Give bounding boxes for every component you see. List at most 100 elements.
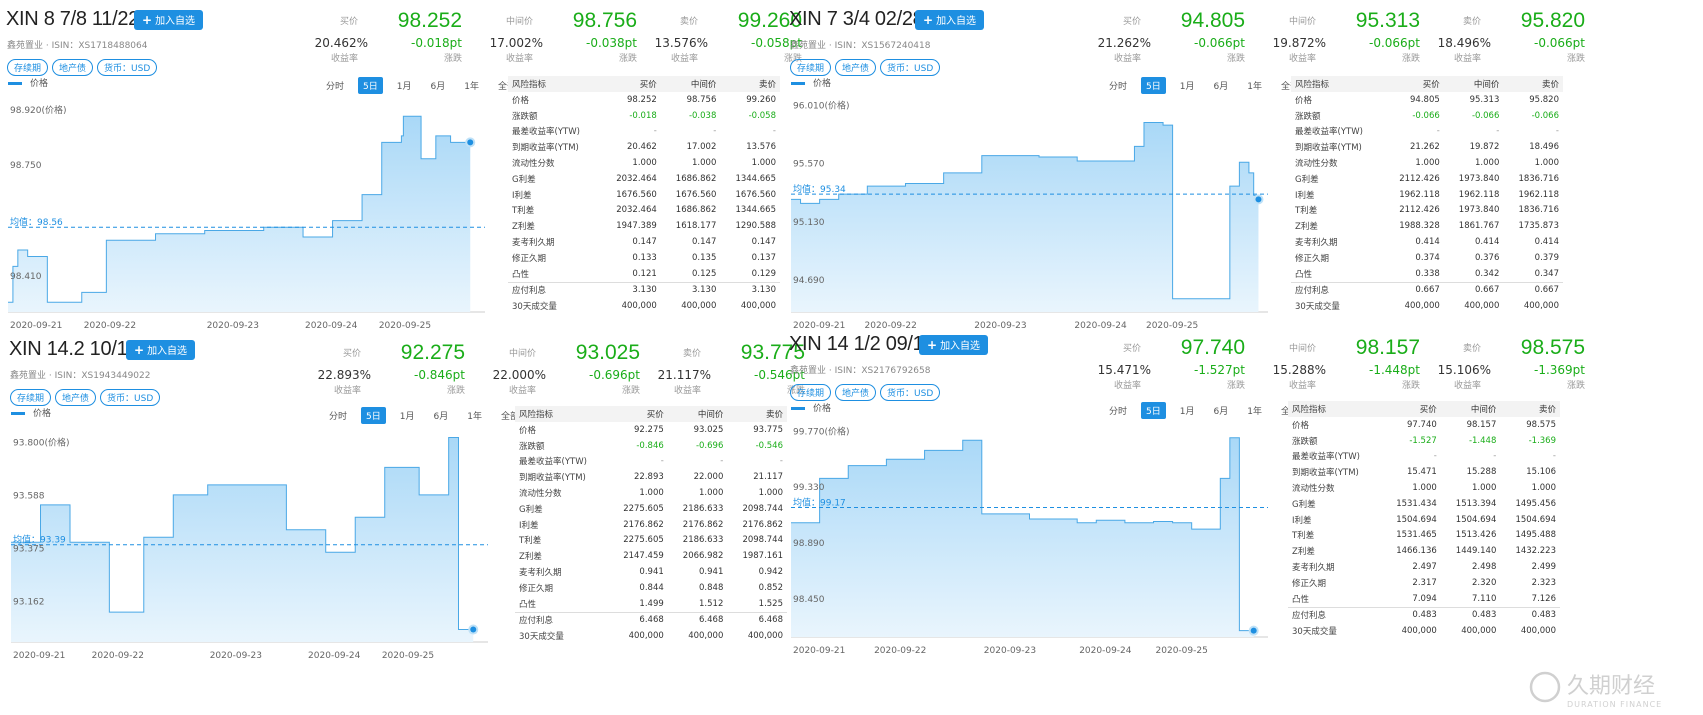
period-tab[interactable]: 1月 — [1179, 407, 1195, 417]
change-label: 涨跌 — [1401, 381, 1420, 391]
period-tab[interactable]: 全部 — [1280, 82, 1299, 92]
period-tab[interactable]: 分时 — [329, 412, 348, 422]
row-name: 到期收益率(YTM) — [1295, 143, 1362, 154]
row-name: I利差 — [512, 190, 532, 201]
add-to-watchlist-button[interactable]: + 加入自选 — [134, 10, 204, 30]
tag-list: 存续期 地产债 货币：USD — [7, 56, 161, 76]
table-header-cell: 卖价 — [1500, 401, 1560, 417]
price-area — [8, 116, 471, 312]
yield-label: 收益率 — [330, 54, 358, 64]
table-cell: - — [720, 456, 724, 467]
table-row: 麦考利久期 0.147 0.147 0.147 — [508, 234, 780, 250]
price-chart[interactable]: 均值：95.34 96.010(价格) 95.570 95.130 94.690 2020… — [789, 88, 1284, 334]
period-tab[interactable]: 6月 — [1213, 82, 1229, 92]
period-tab[interactable]: 分时 — [1109, 82, 1128, 92]
table-cell: 400,000 — [621, 301, 657, 312]
table-cell: 1987.161 — [742, 551, 783, 562]
period-tabs: 分时 5日 1月 6月 1年 全部 — [315, 404, 524, 424]
table-cell: 20.462 — [627, 142, 657, 153]
bond-panel: XIN 7 3/4 02/28/21 + 加入自选 鑫苑置业 · ISIN：XS156… — [783, 0, 1631, 352]
issuer-isin: 鑫苑置业 · ISIN：XS1943449022 — [10, 371, 151, 381]
row-name: 最差收益率(YTW) — [519, 457, 587, 468]
period-tab[interactable]: 6月 — [1213, 407, 1229, 417]
period-tab[interactable]: 1月 — [1179, 82, 1195, 92]
table-row: Z利差 2147.459 2066.982 1987.161 — [515, 548, 787, 564]
tag-badge[interactable]: 地产债 — [52, 59, 94, 76]
price-area — [791, 122, 1259, 313]
period-tab[interactable]: 6月 — [433, 412, 449, 422]
row-name: 30天成交量 — [1295, 302, 1340, 313]
table-row: 应付利息 3.130 3.130 3.130 — [508, 281, 780, 299]
period-tab[interactable]: 1月 — [399, 412, 415, 422]
y-tick-label: 93.588 — [13, 491, 45, 501]
table-cell: 1504.694 — [1455, 514, 1497, 525]
quote-change: -1.448pt — [1368, 363, 1420, 377]
risk-metrics-table: 风险指标 买价 中间价 卖价 价格 98.252 98.756 99.260 涨跌额 -0.018… — [508, 76, 780, 314]
tag-badge[interactable]: 存续期 — [790, 59, 832, 76]
quote-change: -0.038pt — [585, 36, 637, 50]
tag-badge[interactable]: 地产债 — [835, 59, 877, 76]
quote-mid: 中间价 98.756 17.002% -0.038pt 收益率 涨跌 — [475, 9, 645, 66]
quote-yield: 15.106% — [1437, 363, 1491, 377]
period-tab[interactable]: 分时 — [326, 82, 345, 92]
row-name: 最差收益率(YTW) — [1292, 452, 1360, 463]
tag-badge[interactable]: 货币：USD — [880, 59, 941, 76]
risk-metrics-table: 风险指标 买价 中间价 卖价 价格 94.805 95.313 95.820 涨跌额 -0.066… — [1291, 76, 1563, 314]
table-cell: 2.499 — [1531, 562, 1556, 573]
table-row: T利差 2275.605 2186.633 2098.744 — [515, 533, 787, 549]
tag-badge[interactable]: 存续期 — [10, 389, 52, 406]
watermark-en: DURATION FINANCE — [1567, 700, 1662, 709]
row-name: 应付利息 — [1291, 281, 1385, 299]
table-cell: 1513.426 — [1455, 530, 1497, 541]
tag-badge[interactable]: 地产债 — [835, 384, 877, 401]
add-to-watchlist-button[interactable]: + 加入自选 — [919, 335, 989, 355]
row-name: Z利差 — [512, 222, 535, 233]
table-header-cell: 买价 — [1384, 76, 1444, 92]
quote-yield: 20.462% — [314, 36, 368, 50]
table-cell: 1947.389 — [616, 221, 657, 232]
table-cell: -0.696 — [695, 440, 724, 451]
tag-badge[interactable]: 存续期 — [790, 384, 832, 401]
period-tab[interactable]: 5日 — [361, 407, 386, 424]
quote-change: -0.546pt — [753, 368, 805, 382]
period-tab[interactable]: 6月 — [430, 82, 446, 92]
quote-change: -0.018pt — [410, 36, 462, 50]
quote-price: 95.820 — [1520, 9, 1585, 32]
tag-badge[interactable]: 货币：USD — [880, 384, 941, 401]
table-cell: 0.376 — [1475, 252, 1500, 263]
table-row: I利差 2176.862 2176.862 2176.862 — [515, 517, 787, 533]
table-cell: 1.512 — [699, 598, 724, 609]
price-chart[interactable]: 均值：93.39 93.800(价格) 93.588 93.375 93.162 2020… — [9, 418, 504, 664]
table-cell: - — [660, 456, 664, 467]
period-tab[interactable]: 5日 — [358, 77, 383, 94]
price-chart[interactable]: 均值：99.17 99.770(价格) 99.330 98.890 98.450 2020… — [789, 413, 1284, 659]
last-price-marker — [470, 626, 477, 633]
period-tabs: 分时 5日 1月 6月 1年 全部 — [1095, 74, 1304, 94]
period-tab[interactable]: 5日 — [1141, 77, 1166, 94]
table-row: 流动性分数 1.000 1.000 1.000 — [1288, 480, 1560, 496]
table-row: G利差 2112.426 1973.840 1836.716 — [1291, 171, 1563, 187]
table-cell: 0.667 — [1503, 281, 1563, 299]
tag-badge[interactable]: 地产债 — [55, 389, 97, 406]
table-cell: 98.252 — [627, 94, 657, 105]
period-tab[interactable]: 分时 — [1109, 407, 1128, 417]
y-tick-label: 95.130 — [793, 218, 825, 228]
period-tab[interactable]: 1年 — [1247, 82, 1262, 92]
price-chart[interactable]: 均值：98.56 98.920(价格) 98.750 98.410 2020-09-21… — [6, 88, 501, 334]
period-tab[interactable]: 1年 — [464, 82, 479, 92]
legend-label: 价格 — [813, 79, 832, 89]
period-tab[interactable]: 5日 — [1141, 402, 1166, 419]
period-tab[interactable]: 1月 — [396, 82, 412, 92]
tag-badge[interactable]: 存续期 — [7, 59, 49, 76]
add-to-watchlist-button[interactable]: + 加入自选 — [126, 340, 196, 360]
tag-badge[interactable]: 货币：USD — [97, 59, 158, 76]
period-tab[interactable]: 全部 — [500, 412, 519, 422]
period-tab[interactable]: 全部 — [497, 82, 516, 92]
table-cell: 2066.982 — [682, 551, 724, 562]
period-tab[interactable]: 1年 — [1247, 407, 1262, 417]
table-cell: 0.483 — [1381, 606, 1441, 624]
tag-badge[interactable]: 货币：USD — [100, 389, 161, 406]
add-to-watchlist-button[interactable]: + 加入自选 — [915, 10, 985, 30]
period-tab[interactable]: 1年 — [467, 412, 482, 422]
quote-mid: 中间价 98.157 15.288% -1.448pt 收益率 涨跌 — [1258, 336, 1428, 393]
